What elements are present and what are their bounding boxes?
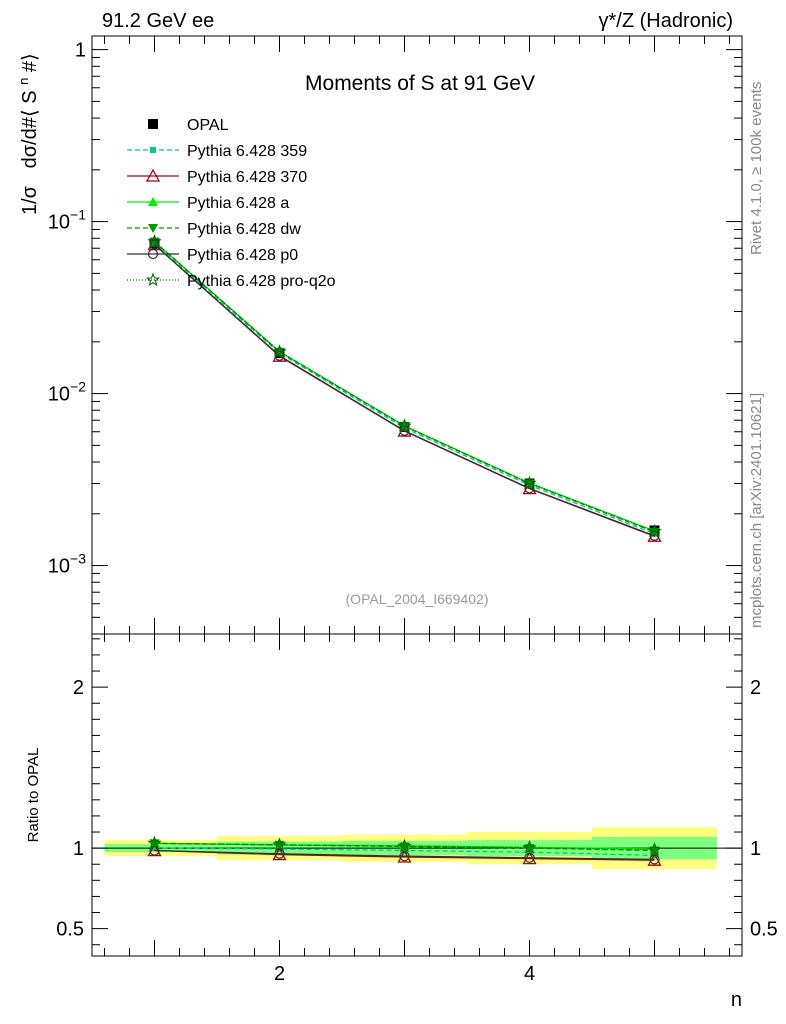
plot-title: Moments of S at 91 GeV <box>305 72 535 95</box>
main-y-tick-label-1: 10−1 <box>48 207 86 234</box>
tick-mantissa: 1 <box>75 40 86 62</box>
ratio-y-tick-label-right-1: 1 <box>750 838 761 860</box>
ratio-point-pp0-4 <box>524 852 535 863</box>
legend-label-pdw: Pythia 6.428 dw <box>187 221 301 238</box>
ratio-point-pdw-4 <box>524 844 535 854</box>
main-y-tick-label-0: 1 <box>75 40 86 62</box>
analysis-id: (OPAL_2004_I669402) <box>346 591 489 607</box>
ratio-panel-frame <box>91 633 743 957</box>
ratio-y-tick-label-left-1: 1 <box>73 838 84 860</box>
legend: OPAL Pythia 6.428 359 Pythia 6.428 370 Pyth… <box>127 117 336 290</box>
ratio-point-ppro-4 <box>522 840 537 854</box>
legend-label-p359: Pythia 6.428 359 <box>187 143 307 160</box>
header-energy: 91.2 GeV ee <box>102 10 214 32</box>
x-tick-label-0: 2 <box>274 963 285 985</box>
ratio-point-pp0-2 <box>274 848 285 859</box>
ratio-point-ppro-2 <box>272 837 287 852</box>
main-point-ppro-2 <box>272 344 287 358</box>
main-y-tick-label-2: 10−2 <box>48 379 86 406</box>
ratio-line-pp0 <box>154 849 655 861</box>
ratio-series-group <box>147 835 662 866</box>
main-y-axis-label: 1/σ dσ/d#⟨ S n #⟩ <box>11 53 41 215</box>
ylabel-part-1: 1/σ <box>19 185 41 215</box>
ratio-y-tick-label-right-0: 0.5 <box>750 919 778 941</box>
legend-marker-pdw <box>148 224 158 233</box>
main-point-pp0-5 <box>649 530 660 541</box>
ratio-point-pdw-3 <box>399 842 410 852</box>
main-line-pp0 <box>154 244 655 537</box>
main-y-tick-label-3: 10−3 <box>48 551 86 578</box>
ylabel-part-2: dσ/d#⟨ S <box>19 90 41 168</box>
tick-exponent: −3 <box>70 551 86 567</box>
main-point-pp0-2 <box>274 350 285 361</box>
tick-exponent: −1 <box>70 207 86 223</box>
tick-exponent: −2 <box>70 379 86 395</box>
ratio-y-tick-label-right-2: 2 <box>750 677 761 699</box>
main-point-ppro-1 <box>147 234 162 248</box>
legend-marker-ppro <box>145 272 161 287</box>
legend-label-p370: Pythia 6.428 370 <box>187 169 307 186</box>
rivet-version-label: Rivet 4.1.0, ≥ 100k events <box>748 82 765 255</box>
main-line-ppro <box>154 241 655 533</box>
main-series-group <box>147 234 662 542</box>
x-axis-label: n <box>731 989 742 1011</box>
ratio-y-tick-label-left-0: 0.5 <box>56 919 84 941</box>
main-point-ppro-4 <box>522 475 537 490</box>
ratio-point-pp0-5 <box>649 854 660 865</box>
ratio-y-axis-label: Ratio to OPAL <box>25 748 42 843</box>
main-point-pdw-5 <box>649 527 660 537</box>
tick-mantissa: 10 <box>48 556 70 578</box>
legend-marker-pa <box>148 197 158 206</box>
legend-marker-opal <box>148 119 158 129</box>
main-point-ppro-3 <box>397 418 412 432</box>
main-point-ppro-5 <box>647 523 662 538</box>
legend-label-opal: OPAL <box>187 117 229 134</box>
ratio-y-tick-label-left-2: 2 <box>73 677 84 699</box>
legend-label-pa: Pythia 6.428 a <box>187 195 289 212</box>
legend-marker-p359 <box>150 147 156 153</box>
main-point-pp0-4 <box>524 483 535 494</box>
header-process: γ*/Z (Hadronic) <box>599 10 733 32</box>
ylabel-part-3: n <box>16 78 31 85</box>
axis-ticks: 110−110−210−32 40.5 0.51 12 2 <box>48 36 778 985</box>
ratio-point-pdw-5 <box>649 846 660 856</box>
ratio-point-ppro-5 <box>647 842 662 856</box>
ratio-point-ppro-3 <box>397 838 412 853</box>
mcplots-label: mcplots.cern.ch [arXiv:2401.10621] <box>748 393 765 628</box>
legend-marker-p370 <box>145 168 161 182</box>
tick-mantissa: 10 <box>48 384 70 406</box>
ylabel-part-4: #⟩ <box>19 53 41 72</box>
legend-marker-pp0 <box>147 248 159 260</box>
legend-label-ppro: Pythia 6.428 pro-q2o <box>187 273 336 290</box>
main-point-pp0-1 <box>149 239 160 250</box>
legend-label-pp0: Pythia 6.428 p0 <box>187 247 298 264</box>
tick-mantissa: 10 <box>48 212 70 234</box>
x-tick-label-1: 4 <box>524 963 535 985</box>
ratio-point-ppro-1 <box>147 835 162 850</box>
ratio-point-pp0-3 <box>399 851 410 862</box>
